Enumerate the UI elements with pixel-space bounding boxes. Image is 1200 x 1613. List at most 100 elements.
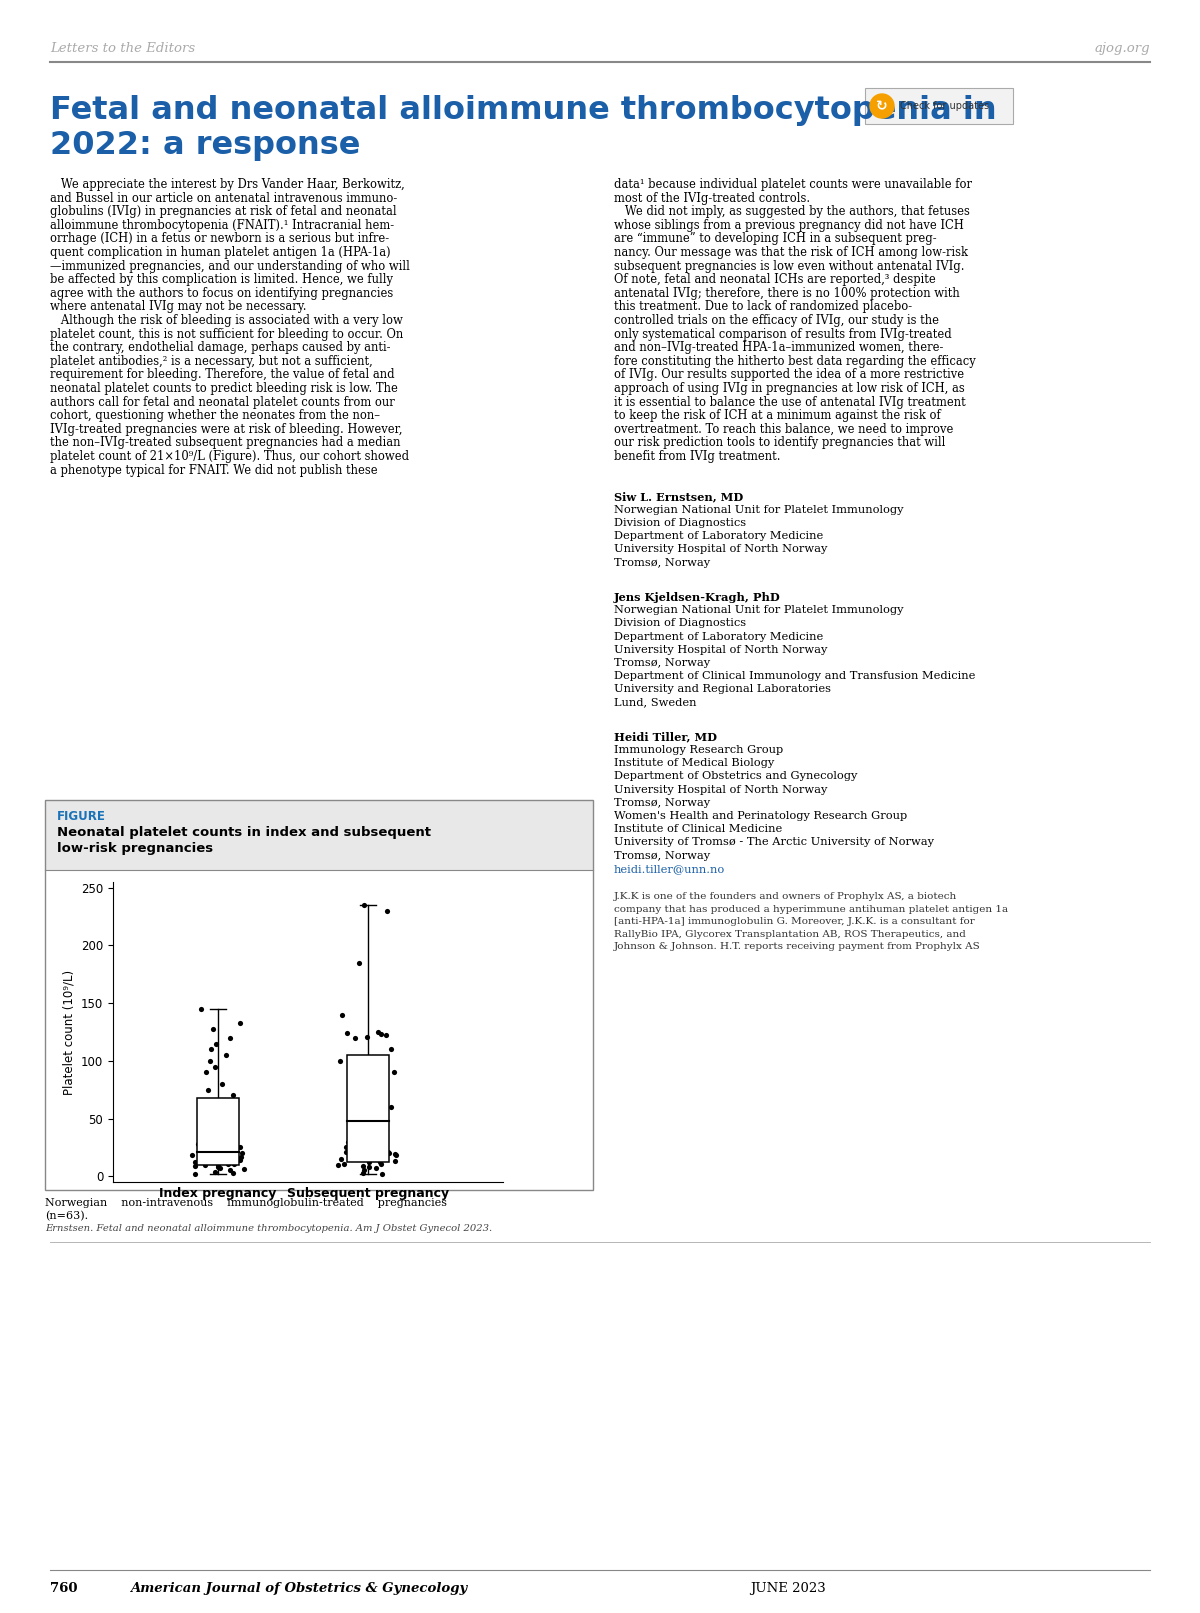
Point xyxy=(353,1126,372,1152)
Text: IVIg-treated pregnancies were at risk of bleeding. However,: IVIg-treated pregnancies were at risk of… xyxy=(50,423,402,436)
Point xyxy=(210,1129,229,1155)
Text: Ernstsen. Fetal and neonatal alloimmune thrombocytopenia. Am J Obstet Gynecol 20: Ernstsen. Fetal and neonatal alloimmune … xyxy=(46,1224,492,1232)
Point xyxy=(347,1145,366,1171)
Point xyxy=(206,1031,226,1057)
Point xyxy=(223,1082,242,1108)
Point xyxy=(370,1147,389,1173)
Point xyxy=(329,1152,348,1177)
Bar xyxy=(46,800,593,869)
Text: Letters to the Editors: Letters to the Editors xyxy=(50,42,196,55)
Point xyxy=(197,1060,216,1086)
Point xyxy=(210,1155,229,1181)
Point xyxy=(191,995,210,1021)
Text: Heidi Tiller, MD: Heidi Tiller, MD xyxy=(614,732,718,744)
Text: Siw L. Ernstsen, MD: Siw L. Ernstsen, MD xyxy=(614,492,743,503)
Point xyxy=(347,1131,366,1157)
Text: whose siblings from a previous pregnancy did not have ICH: whose siblings from a previous pregnancy… xyxy=(614,219,964,232)
Point xyxy=(331,1048,350,1074)
Point xyxy=(212,1071,232,1097)
Point xyxy=(374,1119,394,1145)
Point xyxy=(197,1148,216,1174)
Point xyxy=(186,1161,205,1187)
Text: Norwegian    non-intravenous    immunoglobulin-treated    pregnancies: Norwegian non-intravenous immunoglobulin… xyxy=(46,1198,446,1208)
Text: Women's Health and Perinatology Research Group: Women's Health and Perinatology Research… xyxy=(614,811,907,821)
Point xyxy=(372,1021,391,1047)
Text: our risk prediction tools to identify pregnancies that will: our risk prediction tools to identify pr… xyxy=(614,437,946,450)
Text: platelet count, this is not sufficient for bleeding to occur. On: platelet count, this is not sufficient f… xyxy=(50,327,403,340)
Point xyxy=(206,1145,226,1171)
Point xyxy=(214,1142,233,1168)
Text: be affected by this complication is limited. Hence, we fully: be affected by this complication is limi… xyxy=(50,273,394,286)
Text: requirement for bleeding. Therefore, the value of fetal and: requirement for bleeding. Therefore, the… xyxy=(50,368,395,381)
Point xyxy=(200,1048,220,1074)
Point xyxy=(356,1024,376,1050)
Bar xyxy=(46,800,593,1190)
Point xyxy=(373,1161,392,1187)
Point xyxy=(223,1160,242,1186)
Text: are “immune” to developing ICH in a subsequent preg-: are “immune” to developing ICH in a subs… xyxy=(614,232,937,245)
Text: J.K.K is one of the founders and owners of Prophylx AS, a biotech: J.K.K is one of the founders and owners … xyxy=(614,892,958,902)
Text: University Hospital of North Norway: University Hospital of North Norway xyxy=(614,645,827,655)
Text: Jens Kjeldsen-Kragh, PhD: Jens Kjeldsen-Kragh, PhD xyxy=(614,592,781,603)
Point xyxy=(366,1155,385,1181)
Point xyxy=(232,1144,251,1169)
Point xyxy=(373,1137,392,1163)
Y-axis label: Platelet count (10⁹/L): Platelet count (10⁹/L) xyxy=(62,969,76,1095)
Text: nancy. Our message was that the risk of ICH among low-risk: nancy. Our message was that the risk of … xyxy=(614,247,968,260)
Point xyxy=(198,1077,217,1103)
Point xyxy=(205,1158,224,1184)
Point xyxy=(227,1089,246,1115)
Text: Lund, Sweden: Lund, Sweden xyxy=(614,697,696,708)
Point xyxy=(344,1024,364,1050)
Point xyxy=(353,1153,372,1179)
Point xyxy=(368,1082,388,1108)
Text: benefit from IVIg treatment.: benefit from IVIg treatment. xyxy=(614,450,780,463)
Point xyxy=(377,898,396,924)
Point xyxy=(338,1129,358,1155)
Point xyxy=(193,1145,212,1171)
Text: —immunized pregnancies, and our understanding of who will: —immunized pregnancies, and our understa… xyxy=(50,260,410,273)
Text: Department of Laboratory Medicine: Department of Laboratory Medicine xyxy=(614,632,823,642)
Point xyxy=(342,1144,361,1169)
Text: authors call for fetal and neonatal platelet counts from our: authors call for fetal and neonatal plat… xyxy=(50,395,395,408)
Point xyxy=(206,1119,226,1145)
Point xyxy=(337,1021,356,1047)
Text: controlled trials on the efficacy of IVIg, our study is the: controlled trials on the efficacy of IVI… xyxy=(614,315,940,327)
Point xyxy=(194,1139,214,1165)
Point xyxy=(206,1053,226,1079)
Point xyxy=(354,892,373,918)
Text: JUNE 2023: JUNE 2023 xyxy=(750,1582,826,1595)
Text: Tromsø, Norway: Tromsø, Norway xyxy=(614,558,710,568)
Text: platelet antibodies,² is a necessary, but not a sufficient,: platelet antibodies,² is a necessary, bu… xyxy=(50,355,373,368)
Point xyxy=(355,1123,374,1148)
Text: it is essential to balance the use of antenatal IVIg treatment: it is essential to balance the use of an… xyxy=(614,395,966,408)
Point xyxy=(202,1094,221,1119)
Point xyxy=(377,1071,396,1097)
Text: to keep the risk of ICH at a minimum against the risk of: to keep the risk of ICH at a minimum aga… xyxy=(614,410,941,423)
Point xyxy=(204,1016,223,1042)
Text: Of note, fetal and neonatal ICHs are reported,³ despite: Of note, fetal and neonatal ICHs are rep… xyxy=(614,273,936,286)
Text: Immunology Research Group: Immunology Research Group xyxy=(614,745,784,755)
Text: agree with the authors to focus on identifying pregnancies: agree with the authors to focus on ident… xyxy=(50,287,394,300)
Text: of IVIg. Our results supported the idea of a more restrictive: of IVIg. Our results supported the idea … xyxy=(614,368,964,381)
Point xyxy=(222,1126,241,1152)
Point xyxy=(380,1037,400,1063)
Text: Division of Diagnostics: Division of Diagnostics xyxy=(614,518,746,527)
Point xyxy=(376,1118,395,1144)
Text: quent complication in human platelet antigen 1a (HPA-1a): quent complication in human platelet ant… xyxy=(50,247,391,260)
Point xyxy=(356,1137,376,1163)
Text: heidi.tiller@unn.no: heidi.tiller@unn.no xyxy=(614,865,725,874)
Text: Department of Laboratory Medicine: Department of Laboratory Medicine xyxy=(614,531,823,542)
Point xyxy=(230,1147,250,1173)
Text: platelet count of 21×10⁹/L (Figure). Thus, our cohort showed: platelet count of 21×10⁹/L (Figure). Thu… xyxy=(50,450,409,463)
Text: [anti-HPA-1a] immunoglobulin G. Moreover, J.K.K. is a consultant for: [anti-HPA-1a] immunoglobulin G. Moreover… xyxy=(614,918,974,926)
Text: a phenotype typical for FNAIT. We did not publish these: a phenotype typical for FNAIT. We did no… xyxy=(50,463,378,476)
Point xyxy=(379,1140,398,1166)
Text: most of the IVIg-treated controls.: most of the IVIg-treated controls. xyxy=(614,192,810,205)
Point xyxy=(332,1002,352,1027)
Point xyxy=(185,1150,204,1176)
Point xyxy=(386,1142,406,1168)
Text: Neonatal platelet counts in index and subsequent: Neonatal platelet counts in index and su… xyxy=(58,826,431,839)
Point xyxy=(368,1019,388,1045)
Text: Johnson & Johnson. H.T. reports receiving payment from Prophylx AS: Johnson & Johnson. H.T. reports receivin… xyxy=(614,942,980,952)
